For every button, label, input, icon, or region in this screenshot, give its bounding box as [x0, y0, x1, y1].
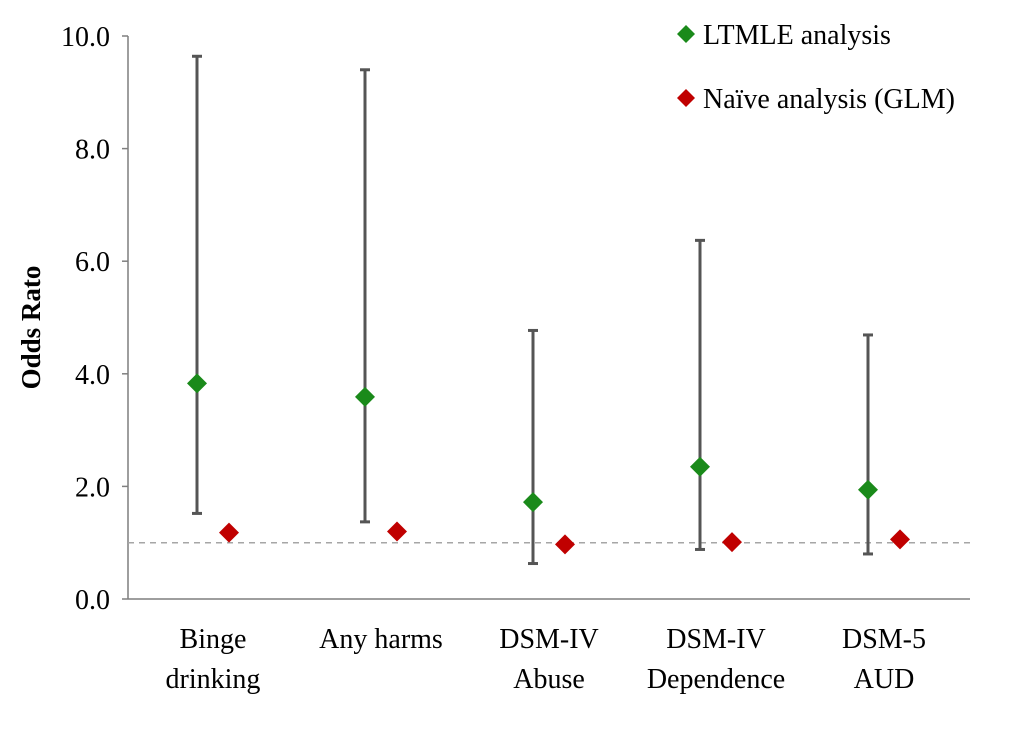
y-axis-title: Odds Rato — [16, 266, 46, 390]
ltmle-point — [523, 492, 543, 513]
glm-point — [387, 521, 407, 542]
glm-point — [219, 522, 239, 543]
x-category-label: DSM-IV — [666, 624, 766, 655]
y-tick-label: 10.0 — [61, 22, 110, 53]
y-tick-label: 2.0 — [75, 472, 110, 503]
ltmle-point — [355, 386, 375, 407]
glm-point — [722, 532, 742, 553]
x-category-label: drinking — [166, 664, 261, 695]
glm-point — [890, 529, 910, 550]
y-tick-label: 4.0 — [75, 360, 110, 391]
legend-marker — [677, 89, 695, 107]
legend-label: Naïve analysis (GLM) — [703, 84, 955, 115]
x-category-label: DSM-IV — [499, 624, 599, 655]
ltmle-point — [858, 479, 878, 500]
x-category-label: Dependence — [647, 664, 785, 695]
ltmle-point — [690, 456, 710, 477]
x-category-label: DSM-5 — [842, 624, 926, 655]
y-tick-label: 6.0 — [75, 247, 110, 278]
x-category-label: Any harms — [319, 624, 443, 655]
ltmle-point — [187, 373, 207, 394]
y-tick-label: 0.0 — [75, 585, 110, 616]
y-tick-label: 8.0 — [75, 135, 110, 166]
x-category-label: AUD — [854, 664, 915, 695]
x-category-label: Binge — [180, 624, 247, 655]
legend-label: LTMLE analysis — [703, 20, 891, 51]
x-category-label: Abuse — [513, 664, 585, 695]
glm-point — [555, 534, 575, 555]
legend-marker — [677, 25, 695, 43]
